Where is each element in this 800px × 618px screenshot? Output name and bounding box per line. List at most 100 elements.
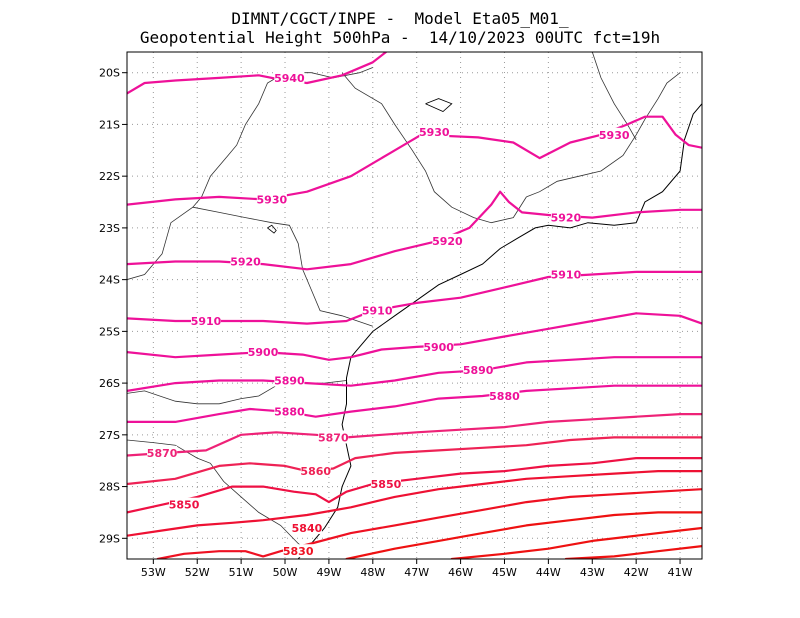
- x-tick-label: 49W: [316, 566, 341, 579]
- y-tick-label: 22S: [99, 170, 120, 183]
- contour-5830: [156, 488, 702, 559]
- x-tick-label: 44W: [536, 566, 561, 579]
- state-border: [127, 439, 312, 555]
- y-tick-label: 23S: [99, 222, 120, 235]
- lake-outline: [425, 98, 453, 112]
- y-tick-label: 25S: [99, 325, 120, 338]
- contour-label: 5880: [274, 406, 305, 419]
- coast-line: [372, 103, 702, 332]
- contour-label: 5870: [318, 431, 349, 444]
- state-border: [127, 67, 373, 280]
- contour-5900: [127, 312, 702, 361]
- contour-label-bg: [318, 430, 349, 444]
- x-tick-label: 48W: [360, 566, 385, 579]
- map-title-line-2: Geopotential Height 500hPa - 14/10/2023 …: [139, 28, 661, 47]
- contour-label: 5910: [551, 268, 582, 281]
- contour-label-bg: [274, 373, 305, 387]
- contour-label-bg: [550, 267, 581, 281]
- contour-5870: [127, 413, 702, 457]
- contour-label: 5920: [230, 256, 261, 269]
- y-tick-label: 28S: [99, 481, 120, 494]
- y-tick-label: 20S: [99, 67, 120, 80]
- coastline: [267, 98, 702, 559]
- contour-label: 5830: [283, 545, 314, 558]
- contour-label-bg: [419, 125, 450, 139]
- contour-label-bg: [147, 445, 178, 459]
- state-border: [591, 52, 637, 141]
- state-borders: [127, 52, 681, 555]
- contour-label: 5940: [274, 72, 305, 85]
- contour-5840: [127, 470, 702, 537]
- contour-label-bg: [489, 389, 520, 403]
- map-frame: [126, 51, 703, 560]
- y-tick-label: 26S: [99, 377, 120, 390]
- contour-labels: 5940 5930 5930 5930 5920 5920 5920 5910 5910 5910…: [147, 70, 630, 558]
- contour-label: 5890: [463, 364, 494, 377]
- contour-5810: [450, 526, 702, 559]
- y-tick-label: 27S: [99, 429, 120, 442]
- x-tick-label: 53W: [141, 566, 166, 579]
- contour-5880: [127, 384, 702, 423]
- state-border: [341, 72, 527, 224]
- contour-label: 5920: [551, 212, 582, 225]
- contour-label: 5900: [248, 346, 279, 359]
- contour-label-bg: [291, 520, 322, 534]
- longitude-axis: 53W 52W 51W 50W 49W 48W 47W 46W 45W 44W 43W 42W 41W: [141, 559, 693, 579]
- contour-5940: [127, 52, 388, 95]
- x-tick-label: 42W: [624, 566, 649, 579]
- contour-5820: [345, 511, 702, 559]
- contour-label-bg: [230, 254, 261, 268]
- latitude-axis: 20S 21S 22S 23S 24S 25S 26S 27S 28S 29S: [99, 67, 127, 545]
- contour-label: 5890: [274, 375, 305, 388]
- contour-label-bg: [274, 70, 305, 84]
- contour-label-bg: [300, 464, 331, 478]
- y-tick-label: 21S: [99, 118, 120, 131]
- contour-5860: [127, 436, 702, 486]
- x-tick-label: 52W: [185, 566, 210, 579]
- contour-label-bg: [169, 497, 200, 511]
- contour-label-bg: [423, 339, 454, 353]
- x-tick-label: 46W: [448, 566, 473, 579]
- contour-label-bg: [283, 544, 314, 558]
- contour-label: 5900: [423, 341, 454, 354]
- contour-label-bg: [362, 303, 393, 317]
- x-tick-label: 47W: [404, 566, 429, 579]
- contour-label-bg: [191, 314, 222, 328]
- contour-label-bg: [370, 476, 401, 490]
- contour-label-bg: [432, 233, 463, 247]
- x-tick-label: 43W: [580, 566, 605, 579]
- contour-label: 5870: [147, 447, 178, 460]
- x-tick-label: 41W: [668, 566, 693, 579]
- contour-label: 5910: [191, 315, 222, 328]
- contour-label: 5860: [300, 465, 331, 478]
- contour-label: 5840: [292, 522, 323, 535]
- y-tick-label: 29S: [99, 532, 120, 545]
- contour-label: 5930: [599, 129, 630, 142]
- contour-label-bg: [550, 210, 581, 224]
- grid-lines: [127, 52, 702, 559]
- contour-label: 5850: [169, 499, 200, 512]
- contour-label: 5910: [362, 305, 393, 318]
- contour-label: 5930: [419, 126, 450, 139]
- contour-label: 5850: [371, 478, 402, 491]
- contour-label-bg: [256, 192, 287, 206]
- x-tick-label: 51W: [229, 566, 254, 579]
- contour-5890: [127, 356, 702, 392]
- contour-label-bg: [463, 363, 494, 377]
- contour-5910: [127, 270, 702, 325]
- contour-5850: [127, 457, 702, 514]
- contour-label-bg: [274, 404, 305, 418]
- contour-label: 5880: [489, 390, 520, 403]
- map-title-line-1: DIMNT/CGCT/INPE - Model Eta05_M01_: [231, 9, 569, 28]
- x-tick-label: 45W: [492, 566, 517, 579]
- contour-label-bg: [599, 127, 630, 141]
- y-tick-label: 24S: [99, 274, 120, 287]
- contour-5920: [127, 190, 702, 271]
- contour-label-bg: [248, 345, 279, 359]
- contour-label: 5920: [432, 235, 463, 248]
- lake-outline: [267, 224, 277, 234]
- contour-5800: [564, 545, 702, 559]
- state-border: [192, 206, 373, 327]
- x-tick-label: 50W: [273, 566, 298, 579]
